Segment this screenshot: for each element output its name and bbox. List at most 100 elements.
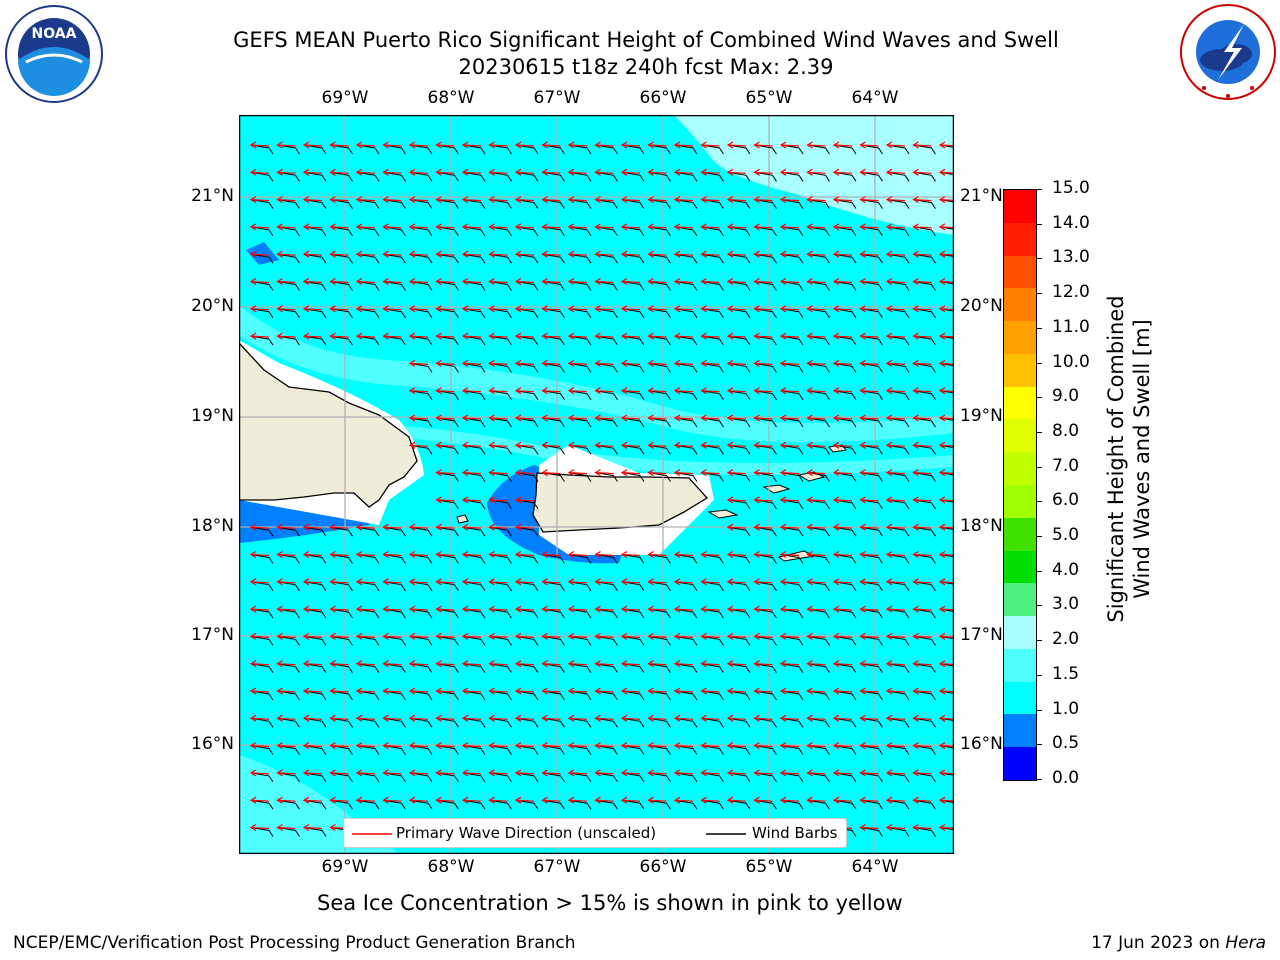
wave-direction-arrow: [938, 414, 954, 422]
wind-barb: [939, 799, 954, 804]
wind-barb: [886, 772, 910, 783]
wind-barb: [595, 171, 618, 182]
wave-direction-arrow: [329, 141, 349, 149]
wind-barb: [383, 554, 406, 564]
wave-direction-arrow: [355, 769, 376, 777]
wind-barb: [436, 362, 459, 373]
wind-barb: [701, 390, 724, 400]
footer-host: Hera: [1225, 933, 1266, 953]
light-wave-zone-ne: [674, 115, 954, 235]
wave-direction-arrow: [541, 250, 561, 258]
wave-direction-arrow: [859, 469, 879, 477]
wind-barb: [489, 635, 512, 646]
wave-direction-arrow: [753, 578, 773, 586]
lat-label-left: 18°N: [191, 516, 234, 536]
wave-direction-arrow: [700, 441, 720, 449]
wave-direction-arrow: [859, 332, 879, 340]
wind-barb: [568, 417, 592, 428]
wind-barb: [939, 417, 954, 421]
wave-direction-arrow: [885, 632, 906, 640]
lat-label-right: 19°N: [960, 406, 1003, 426]
wave-direction-arrow: [726, 714, 747, 722]
wind-barb: [462, 526, 486, 537]
wave-direction-arrow: [806, 387, 826, 395]
wave-direction-arrow: [938, 223, 954, 231]
wind-barb: [886, 362, 910, 373]
wave-direction-arrow: [567, 277, 588, 286]
wave-direction-arrow: [355, 332, 376, 340]
wind-barb: [833, 144, 857, 155]
wind-barb: [939, 362, 954, 367]
wind-barb: [436, 417, 459, 428]
map-legend: Primary Wave Direction (unscaled) Wind B…: [343, 818, 847, 848]
wave-direction-arrow: [408, 605, 429, 613]
wave-direction-arrow: [806, 250, 826, 258]
wave-direction-arrow: [435, 742, 455, 750]
wave-direction-arrow: [673, 414, 694, 422]
wind-barb: [621, 308, 645, 319]
wind-barb: [833, 581, 857, 592]
wind-barb: [860, 635, 883, 646]
wave-direction-arrow: [329, 660, 349, 668]
wave-direction-arrow: [408, 277, 429, 286]
wave-direction-arrow: [700, 414, 720, 422]
wave-direction-arrow: [832, 305, 853, 313]
wave-direction-arrow: [329, 223, 349, 231]
wind-barb: [542, 226, 565, 237]
wave-direction-arrow: [912, 441, 932, 449]
wave-direction-arrow: [329, 305, 349, 313]
wind-barb: [489, 581, 512, 592]
wind-barb: [648, 226, 671, 237]
wave-direction-arrow: [647, 277, 667, 286]
wind-barb: [568, 717, 592, 728]
wind-barb: [913, 772, 936, 783]
wind-barb: [568, 253, 592, 264]
wave-direction-arrow: [753, 168, 773, 176]
wave-direction-arrow: [700, 578, 720, 586]
wave-direction-arrow: [938, 632, 954, 640]
wave-direction-arrow: [567, 469, 588, 477]
wave-direction-arrow: [832, 441, 853, 449]
wind-barb: [807, 417, 830, 428]
island-vieques: [707, 509, 739, 519]
colorbar-tick-mark: [1036, 709, 1042, 711]
wind-barb: [489, 472, 512, 482]
wave-direction-arrow: [408, 742, 429, 750]
wind-barb: [568, 308, 592, 319]
wave-direction-arrow: [302, 714, 323, 722]
wave-direction-arrow: [832, 632, 853, 640]
wind-barb: [383, 690, 406, 701]
wave-direction-arrow: [541, 469, 561, 477]
wave-direction-arrow: [249, 223, 270, 231]
light-wave-zone-band: [239, 422, 954, 475]
wave-direction-arrow: [541, 277, 561, 286]
wave-direction-arrow: [938, 387, 954, 395]
wave-direction-arrow: [355, 660, 376, 668]
wind-barb: [277, 581, 300, 592]
wind-barb: [568, 390, 592, 400]
wind-barb: [542, 171, 565, 182]
wave-direction-arrow: [673, 441, 694, 449]
wind-barb: [330, 690, 353, 701]
wind-barb: [913, 608, 936, 619]
wave-direction-arrow: [753, 359, 773, 367]
wind-barb: [833, 390, 857, 400]
wind-barb: [489, 554, 512, 564]
wave-direction-arrow: [673, 714, 694, 722]
wave-direction-arrow: [541, 414, 561, 422]
wave-direction-arrow: [726, 796, 747, 804]
colorbar-tick-label: 1.5: [1052, 663, 1080, 684]
wave-direction-arrow: [461, 687, 482, 695]
wave-direction-arrow: [435, 250, 455, 258]
wave-direction-arrow: [673, 359, 694, 367]
wave-direction-arrow: [620, 660, 641, 668]
wave-direction-arrow: [567, 660, 588, 668]
noaa-logo: NOAA: [4, 4, 104, 104]
wind-barb: [807, 499, 830, 510]
wind-barb: [727, 253, 751, 264]
wave-direction-arrow: [938, 823, 954, 832]
wave-direction-arrow: [249, 796, 270, 804]
wind-barb: [277, 717, 300, 728]
wind-barb: [886, 472, 910, 482]
wind-barb: [250, 253, 274, 264]
